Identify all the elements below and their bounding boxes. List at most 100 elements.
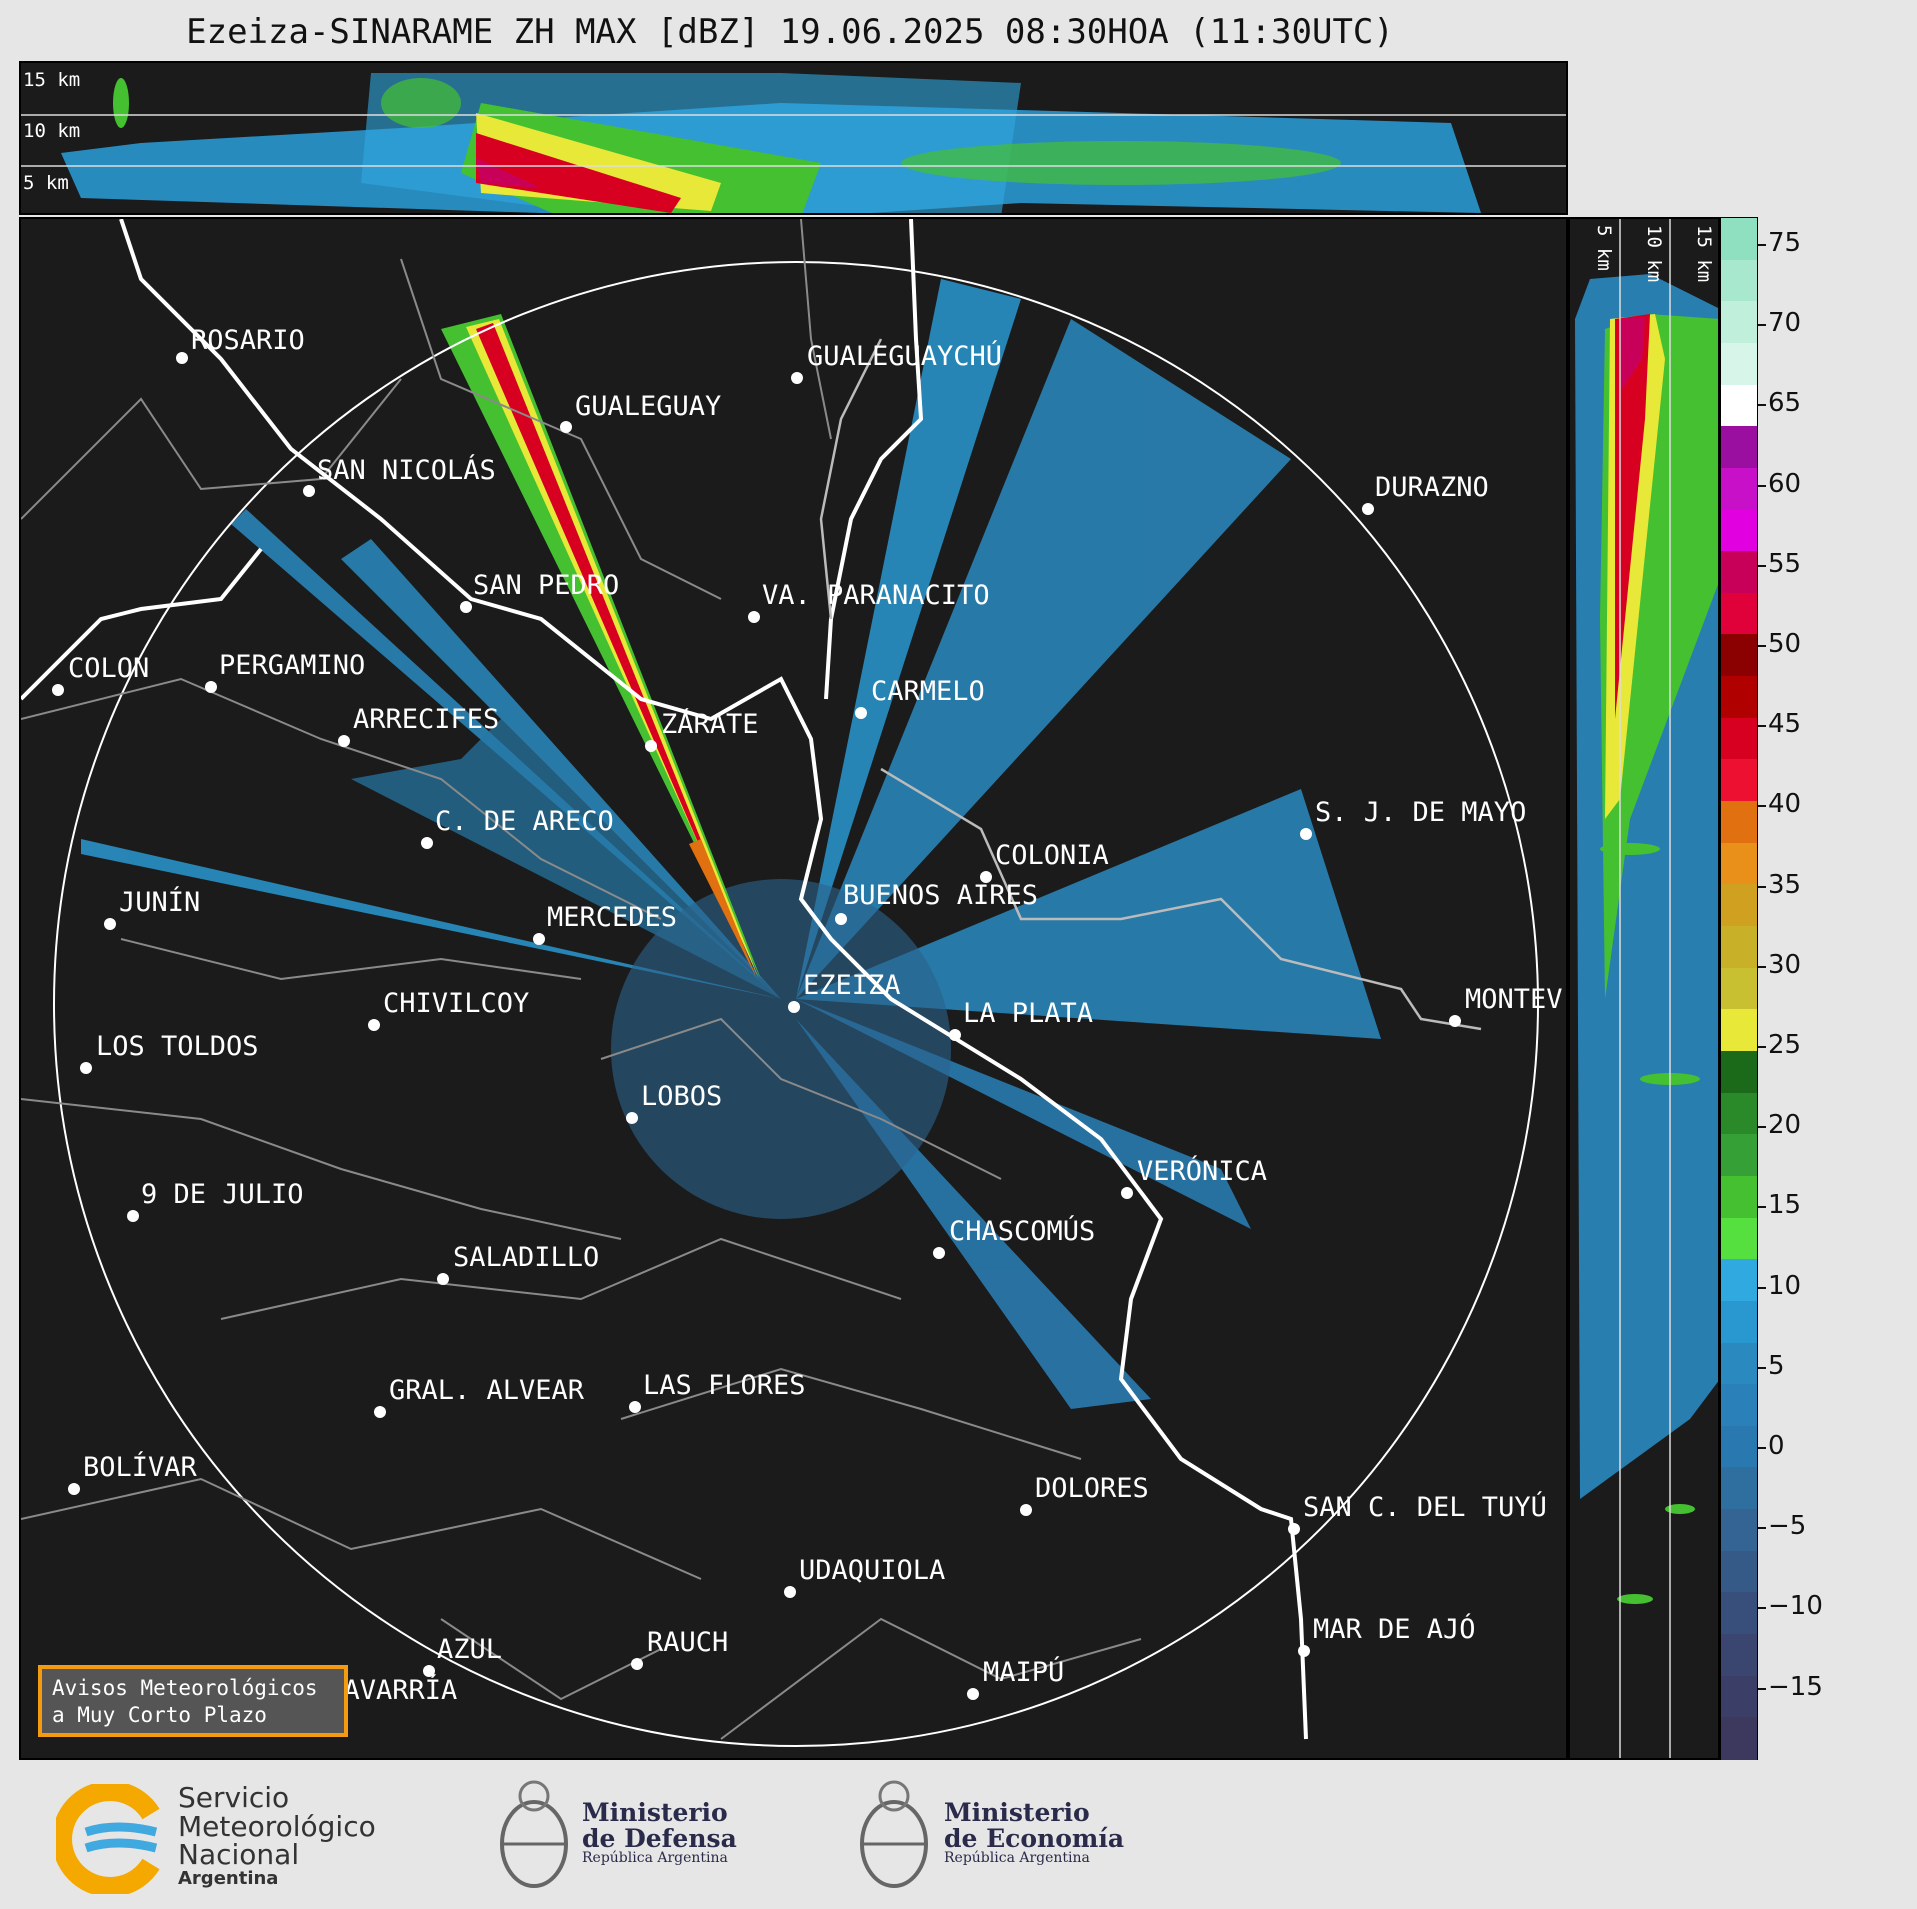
city-label: ZÁRATE [661, 708, 759, 740]
colorbar-segment [1721, 884, 1757, 927]
colorbar-tick-label: 5 [1768, 1350, 1785, 1381]
city-label: CARMELO [871, 676, 985, 707]
colorbar-tick-label: 0 [1768, 1431, 1785, 1461]
top-height-label-15: 15 km [23, 69, 80, 91]
colorbar-tick-mark [1758, 1527, 1766, 1530]
colorbar-segment [1721, 467, 1757, 511]
colorbar-tick-label: 45 [1768, 709, 1802, 740]
colorbar-segment [1721, 1300, 1757, 1344]
colorbar-tick-label: −5 [1768, 1511, 1807, 1542]
range-ring [53, 261, 1539, 1747]
colorbar-tick-mark [1758, 725, 1766, 728]
city-label: PERGAMINO [219, 650, 365, 681]
city-label: LAS FLORES [643, 1370, 806, 1401]
city-label: MAR DE AJÓ [1313, 1613, 1476, 1645]
colorbar-tick-label: −10 [1768, 1591, 1823, 1622]
colorbar-segment [1721, 1550, 1757, 1593]
colorbar-tick-mark [1758, 1687, 1766, 1690]
colorbar-segment [1721, 384, 1757, 427]
economia-line1: Ministerio [944, 1798, 1090, 1827]
city-label: 9 DE JULIO [141, 1179, 304, 1210]
economia-line3: República Argentina [944, 1850, 1090, 1866]
defensa-line2: de Defensa [582, 1823, 737, 1853]
colorbar-tick-label: 40 [1768, 789, 1802, 820]
city-label: SALADILLO [453, 1242, 599, 1273]
colorbar-tick-mark [1758, 404, 1766, 407]
colorbar-segment [1721, 1634, 1757, 1677]
defensa-line1: Ministerio [582, 1798, 728, 1827]
colorbar-tick-label: 70 [1768, 308, 1802, 339]
radar-map-panel: ROSARIO GUALEGUAYCHÚ GUALEGUAY SAN NICOL… [19, 217, 1568, 1760]
colorbar-segment [1721, 1509, 1757, 1552]
side-profile-svg: 5 km 10 km 15 km [1575, 219, 1718, 1758]
colorbar-segment [1721, 426, 1757, 469]
colorbar-tick-mark [1758, 1607, 1766, 1610]
footer-logos: Servicio Meteorológico Nacional Argentin… [0, 1762, 1917, 1909]
colorbar-tick-label: 35 [1768, 869, 1802, 900]
colorbar-segment [1721, 1425, 1757, 1469]
side-height-label-10: 10 km [1643, 225, 1665, 282]
city-label: GUALEGUAY [575, 391, 721, 422]
colorbar-segment [1721, 926, 1757, 969]
colorbar-tick-label: 60 [1768, 468, 1802, 499]
side-height-label-5: 5 km [1593, 225, 1615, 271]
city-label: BUENOS AIRES [843, 880, 1038, 911]
city-label: LOS TOLDOS [96, 1031, 259, 1062]
city-label: RAUCH [647, 1627, 728, 1658]
city-label: BOLÍVAR [83, 1451, 198, 1483]
colorbar-segment [1721, 1217, 1757, 1260]
city-label: LOBOS [641, 1081, 722, 1112]
colorbar-segment [1721, 759, 1757, 802]
colorbar-tick-mark [1758, 965, 1766, 968]
city-label: MAIPÚ [983, 1656, 1064, 1688]
city-label: SAN C. DEL TUYÚ [1303, 1491, 1547, 1523]
colorbar-segment [1721, 1717, 1757, 1760]
economia-coat-of-arms-icon [860, 1780, 928, 1888]
city-label: GRAL. ALVEAR [389, 1375, 585, 1406]
defensa-line3: República Argentina [582, 1850, 728, 1866]
colorbar-tick-label: 10 [1768, 1270, 1802, 1301]
city-label: S. J. DE MAYO [1315, 797, 1526, 828]
avisos-line2: a Muy Corto Plazo [52, 1703, 267, 1728]
colorbar-segment [1721, 1050, 1757, 1094]
department-boundaries [21, 219, 1142, 1740]
radar-map-svg: ROSARIO GUALEGUAYCHÚ GUALEGUAY SAN NICOL… [21, 219, 1563, 1747]
colorbar-segment [1721, 842, 1757, 885]
top-profile-svg: 15 km 10 km 5 km [21, 69, 1566, 213]
colorbar-segment [1721, 1134, 1757, 1177]
city-label: DOLORES [1035, 1473, 1149, 1504]
city-label: C. DE ARECO [435, 806, 614, 837]
city-label: SAN PEDRO [473, 570, 619, 601]
colorbar-tick-label: 30 [1768, 949, 1802, 980]
city-label: COLON [68, 653, 149, 684]
colorbar-segment [1721, 592, 1757, 636]
colorbar-tick-mark [1758, 484, 1766, 487]
smn-logo-text: Servicio Meteorológico Nacional Argentin… [178, 1783, 376, 1889]
colorbar-segment [1721, 551, 1757, 594]
avisos-button[interactable]: Avisos Meteorológicos a Muy Corto Plazo [38, 1665, 348, 1737]
colorbar-tick-label: 65 [1768, 388, 1802, 419]
colorbar-segment [1721, 717, 1757, 761]
city-label: AZUL [437, 1634, 502, 1665]
colorbar-tick-mark [1758, 1447, 1766, 1449]
top-height-label-5: 5 km [23, 172, 69, 194]
colorbar-segment [1721, 801, 1757, 844]
colorbar-segment [1721, 967, 1757, 1010]
colorbar-tick-label: 25 [1768, 1030, 1802, 1060]
economia-line2: de Economía [944, 1823, 1125, 1853]
city-label: CHASCOMÚS [949, 1215, 1095, 1247]
city-label: CHIVILCOY [383, 988, 529, 1019]
colorbar-tick-mark [1758, 564, 1766, 567]
city-label: VA. PARANACITO [762, 580, 990, 611]
colorbar-segment [1721, 1384, 1757, 1427]
smn-line4: Argentina [178, 1867, 279, 1889]
city-label: JUNÍN [119, 886, 200, 918]
smn-line2: Meteorológico [178, 1809, 376, 1843]
side-height-profile-panel: 5 km 10 km 15 km [1568, 217, 1720, 1760]
uruguay-coast [819, 338, 1482, 1031]
city-label: ARRECIFES [353, 704, 499, 735]
colorbar-tick-mark [1758, 645, 1766, 647]
colorbar-segment [1721, 342, 1757, 386]
city-label: UDAQUIOLA [799, 1555, 945, 1586]
colorbar-tick-mark [1758, 1126, 1766, 1129]
